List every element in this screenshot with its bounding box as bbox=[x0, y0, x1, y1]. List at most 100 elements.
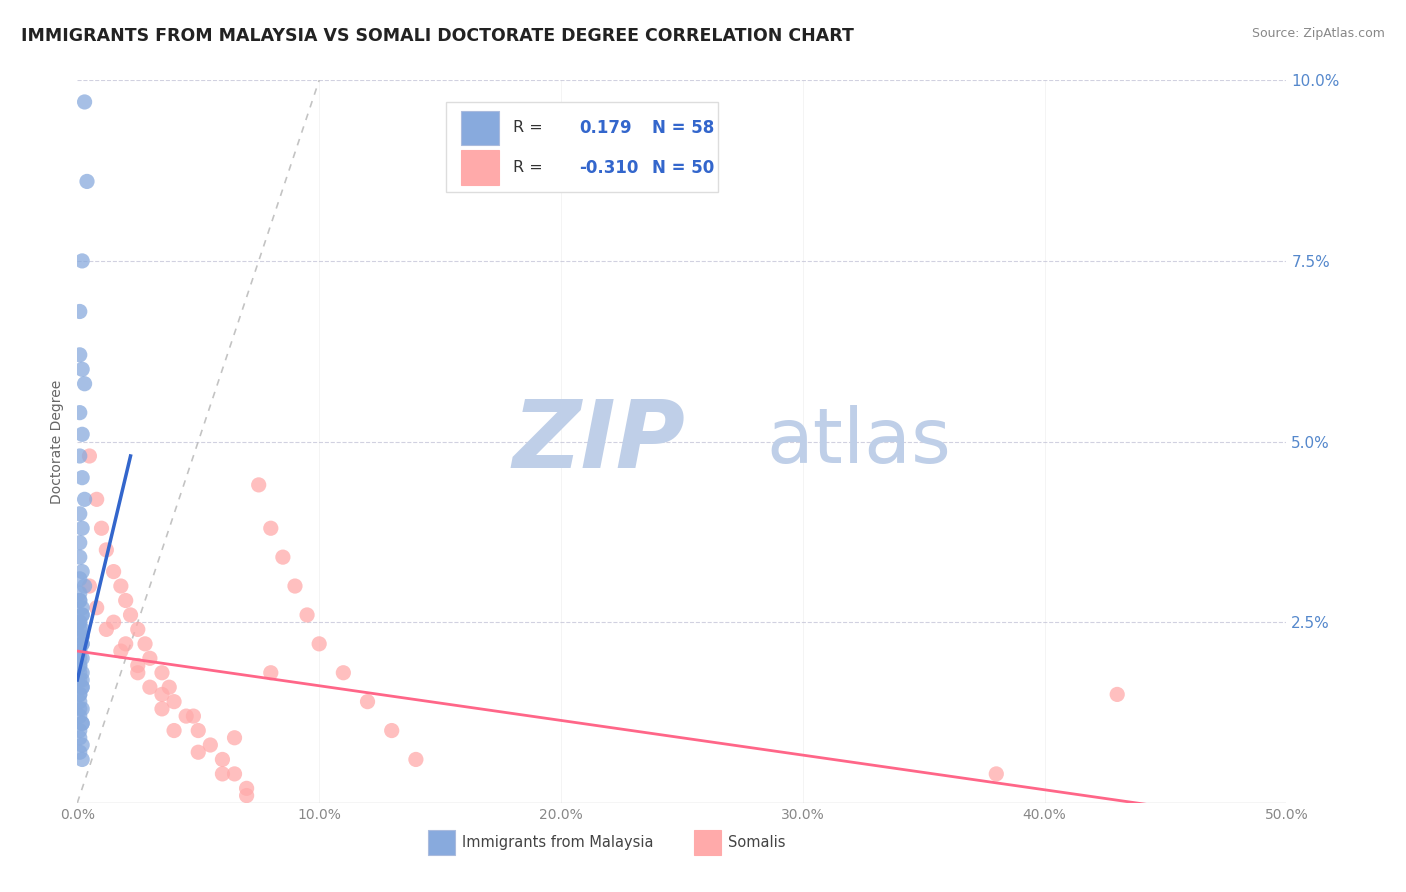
Point bbox=[70, 600, 93, 615]
Point bbox=[69, 644, 91, 658]
Point bbox=[69, 535, 91, 549]
Point bbox=[69, 593, 91, 607]
Text: R =: R = bbox=[513, 120, 543, 136]
Text: ZIP: ZIP bbox=[513, 395, 686, 488]
Point bbox=[183, 709, 205, 723]
Point bbox=[70, 362, 93, 376]
Text: Somalis: Somalis bbox=[728, 835, 786, 850]
Y-axis label: Doctorate Degree: Doctorate Degree bbox=[51, 379, 65, 504]
Point bbox=[69, 593, 91, 607]
Point bbox=[70, 680, 93, 694]
Point bbox=[69, 586, 91, 600]
Point bbox=[90, 521, 112, 535]
Point bbox=[110, 579, 132, 593]
Point bbox=[69, 304, 91, 318]
Text: atlas: atlas bbox=[766, 405, 952, 478]
Point bbox=[70, 752, 93, 766]
Point bbox=[70, 607, 93, 622]
Point bbox=[260, 521, 283, 535]
Point bbox=[150, 687, 173, 701]
Point bbox=[70, 623, 93, 637]
Point bbox=[211, 752, 233, 766]
Point bbox=[174, 709, 197, 723]
Point bbox=[69, 507, 91, 521]
Point bbox=[271, 550, 294, 565]
Point bbox=[70, 673, 93, 687]
Point bbox=[308, 637, 330, 651]
Point bbox=[69, 731, 91, 745]
Point bbox=[73, 579, 96, 593]
Point bbox=[70, 716, 93, 731]
Point bbox=[70, 637, 93, 651]
Point bbox=[224, 731, 246, 745]
Text: 0.179: 0.179 bbox=[579, 119, 631, 137]
Point bbox=[986, 767, 1008, 781]
Point bbox=[260, 665, 283, 680]
Point bbox=[405, 752, 427, 766]
Point bbox=[73, 492, 96, 507]
Point bbox=[235, 789, 257, 803]
Point bbox=[70, 565, 93, 579]
Point bbox=[114, 637, 136, 651]
Point bbox=[69, 550, 91, 565]
Point bbox=[96, 623, 118, 637]
Point bbox=[110, 644, 132, 658]
Point bbox=[139, 651, 162, 665]
Point bbox=[70, 427, 93, 442]
Point bbox=[103, 615, 125, 630]
Text: N = 50: N = 50 bbox=[652, 159, 714, 177]
Point bbox=[96, 542, 118, 557]
Point bbox=[103, 565, 125, 579]
Point bbox=[70, 738, 93, 752]
Point bbox=[163, 723, 186, 738]
Point bbox=[70, 471, 93, 485]
Point bbox=[69, 687, 91, 701]
Point bbox=[69, 615, 91, 630]
Point bbox=[200, 738, 222, 752]
Point bbox=[73, 95, 96, 109]
FancyBboxPatch shape bbox=[461, 151, 499, 185]
Point bbox=[69, 623, 91, 637]
Point bbox=[70, 607, 93, 622]
Point bbox=[70, 680, 93, 694]
Point bbox=[86, 492, 108, 507]
Point bbox=[70, 665, 93, 680]
Point bbox=[69, 702, 91, 716]
Point bbox=[70, 651, 93, 665]
Point bbox=[284, 579, 307, 593]
Point bbox=[69, 644, 91, 658]
Point bbox=[120, 607, 142, 622]
Text: Immigrants from Malaysia: Immigrants from Malaysia bbox=[461, 835, 654, 850]
Point bbox=[69, 665, 91, 680]
Point bbox=[127, 658, 149, 673]
Point bbox=[86, 600, 108, 615]
Point bbox=[356, 695, 378, 709]
Point bbox=[69, 673, 91, 687]
Point bbox=[139, 680, 162, 694]
Point bbox=[187, 745, 209, 759]
Point bbox=[69, 723, 91, 738]
Point bbox=[235, 781, 257, 796]
Point bbox=[69, 658, 91, 673]
Text: Source: ZipAtlas.com: Source: ZipAtlas.com bbox=[1251, 27, 1385, 40]
Point bbox=[69, 658, 91, 673]
Point bbox=[127, 623, 149, 637]
Point bbox=[114, 593, 136, 607]
Point bbox=[70, 702, 93, 716]
Point bbox=[70, 630, 93, 644]
Point bbox=[70, 254, 93, 268]
Point bbox=[163, 695, 186, 709]
Point bbox=[73, 376, 96, 391]
Point bbox=[69, 695, 91, 709]
FancyBboxPatch shape bbox=[461, 111, 499, 145]
Point bbox=[332, 665, 354, 680]
Point bbox=[69, 630, 91, 644]
Text: -0.310: -0.310 bbox=[579, 159, 638, 177]
Point bbox=[70, 637, 93, 651]
Text: R =: R = bbox=[513, 161, 543, 175]
Point bbox=[211, 767, 233, 781]
Point bbox=[70, 521, 93, 535]
Point bbox=[69, 745, 91, 759]
Point bbox=[247, 478, 270, 492]
Point bbox=[1107, 687, 1129, 701]
